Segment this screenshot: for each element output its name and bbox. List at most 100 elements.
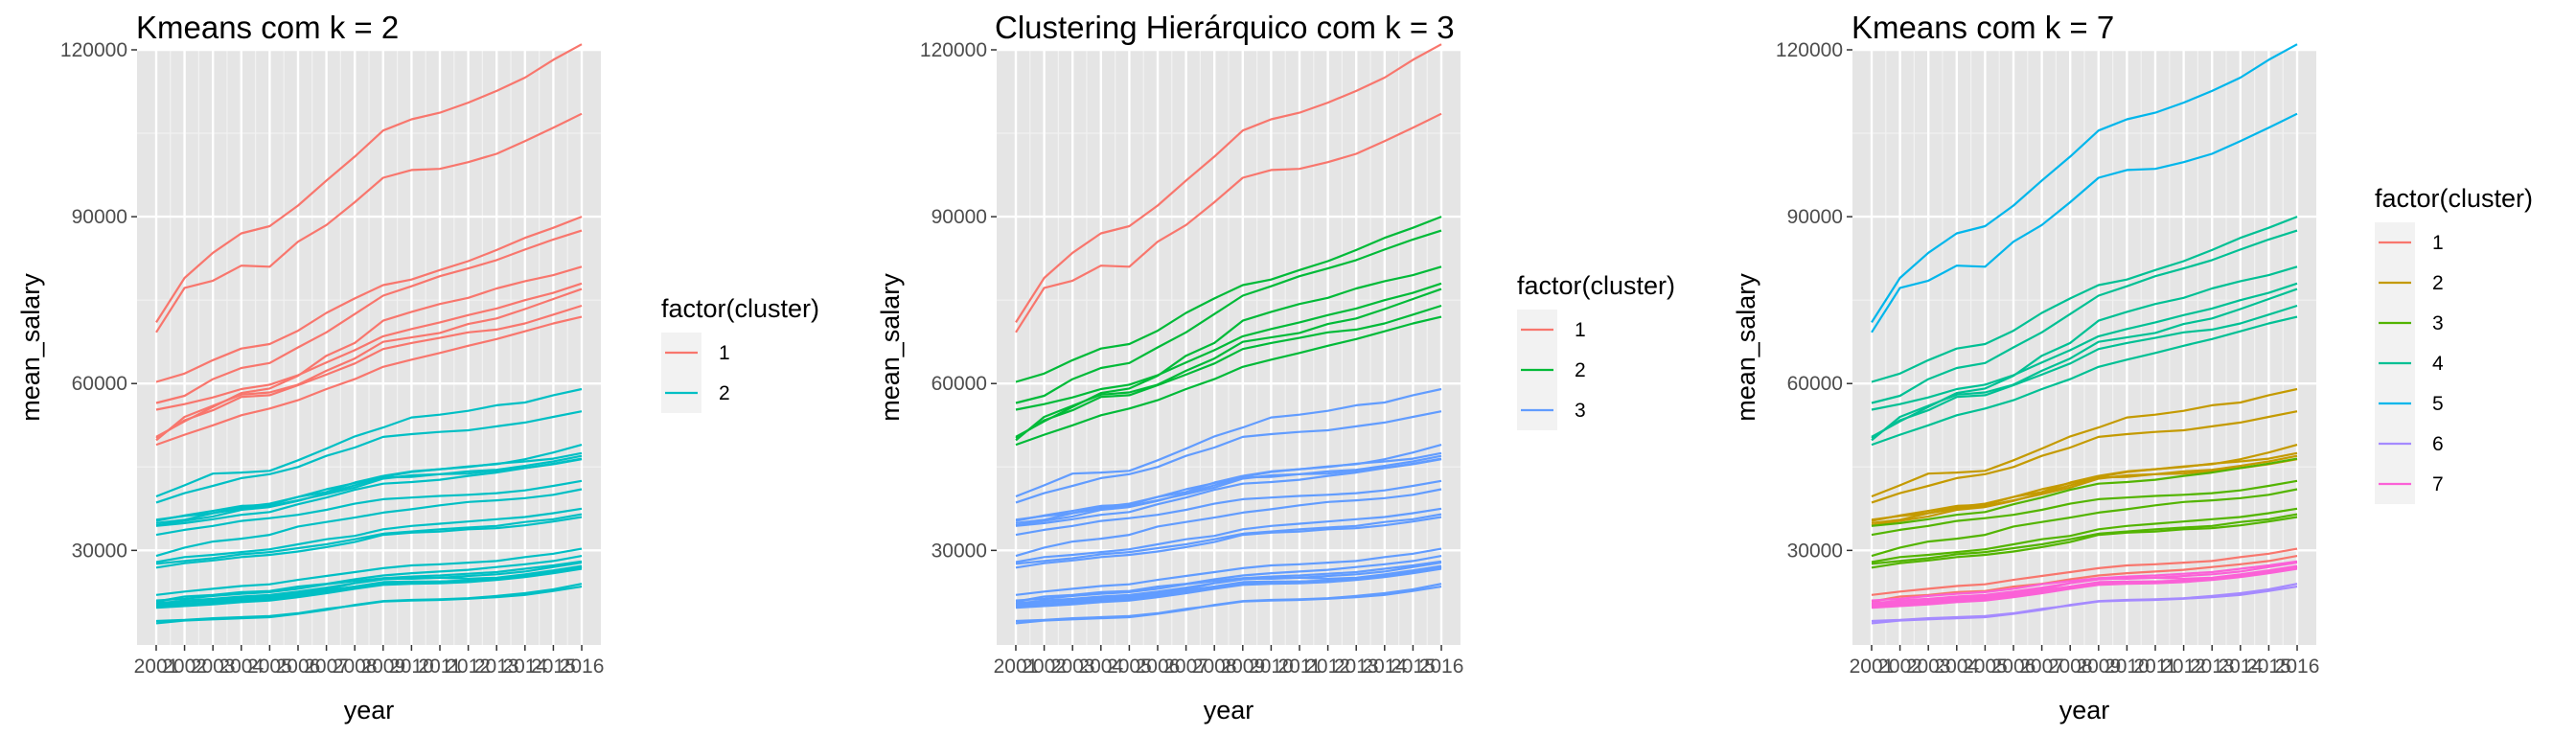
legend-label: 3 xyxy=(2432,312,2444,334)
x-tick-label: 2007 xyxy=(2019,656,2064,678)
series-line-cluster-7 xyxy=(1871,567,2298,610)
series-line-cluster-3 xyxy=(1015,457,1442,527)
chart-title: Kmeans com k = 2 xyxy=(136,10,399,45)
x-tick-label: 2007 xyxy=(304,656,349,678)
legend-label: 2 xyxy=(2432,272,2444,294)
series-line-cluster-3 xyxy=(1015,516,1442,569)
x-tick-label: 2001 xyxy=(994,656,1039,678)
x-tick-label: 2003 xyxy=(191,656,236,678)
legend-label: 2 xyxy=(1575,359,1586,381)
x-tick-label: 2013 xyxy=(2190,656,2235,678)
legend-label: 7 xyxy=(2432,473,2444,495)
series-line-cluster-7 xyxy=(1871,565,2298,608)
series-line-cluster-2 xyxy=(155,387,583,498)
series-line-cluster-3 xyxy=(1015,513,1442,565)
series-line-cluster-1 xyxy=(1015,112,1442,334)
x-axis-title: year xyxy=(344,696,395,724)
series-line-cluster-2 xyxy=(155,457,583,527)
series-line-cluster-1 xyxy=(155,112,583,334)
legend-title: factor(cluster) xyxy=(2375,184,2533,213)
x-tick-label: 2007 xyxy=(1163,656,1208,678)
x-tick-label: 2008 xyxy=(1192,656,1237,678)
series-line-cluster-3 xyxy=(1015,567,1442,610)
series-line-cluster-2 xyxy=(1015,315,1442,447)
series-line-cluster-3 xyxy=(1015,410,1442,504)
series-line-cluster-2 xyxy=(1015,304,1442,440)
legend-label: 4 xyxy=(2432,353,2444,375)
legend-label: 3 xyxy=(1575,400,1586,422)
series-line-cluster-6 xyxy=(1871,586,2298,623)
x-tick-label: 2005 xyxy=(247,656,292,678)
x-tick-label: 2010 xyxy=(389,656,434,678)
x-tick-label: 2015 xyxy=(1391,656,1436,678)
series-line-cluster-3 xyxy=(1871,516,2298,569)
x-tick-label: 2006 xyxy=(1136,656,1181,678)
series-line-cluster-5 xyxy=(1871,43,2298,323)
series-line-cluster-2 xyxy=(1871,387,2298,498)
x-tick-label: 2006 xyxy=(1991,656,2036,678)
series-line-cluster-3 xyxy=(1015,479,1442,537)
series-line-cluster-4 xyxy=(1871,229,2298,404)
x-tick-label: 2009 xyxy=(2076,656,2121,678)
series-line-cluster-3 xyxy=(1015,488,1442,558)
series-line-cluster-4 xyxy=(1871,216,2298,383)
legend-label: 1 xyxy=(2432,232,2444,254)
x-tick-label: 2016 xyxy=(1419,656,1464,678)
series-line-cluster-2 xyxy=(1871,410,2298,504)
x-tick-label: 2010 xyxy=(1249,656,1294,678)
series-line-cluster-4 xyxy=(1871,288,2298,442)
x-tick-label: 2004 xyxy=(1934,656,1979,678)
y-tick-label: 120000 xyxy=(1776,39,1843,61)
x-tick-label: 2005 xyxy=(1963,656,2008,678)
x-tick-label: 2008 xyxy=(333,656,378,678)
chart-title: Clustering Hierárquico com k = 3 xyxy=(995,10,1455,45)
chart-panel-3: Kmeans com k = 7 30000 60000 90000 120000 200… xyxy=(1732,10,2533,724)
chart-title: Kmeans com k = 7 xyxy=(1852,10,2114,45)
series-line-cluster-1 xyxy=(155,288,583,442)
series-line-cluster-3 xyxy=(1015,454,1442,524)
y-axis-title: mean_salary xyxy=(16,273,45,422)
x-tick-label: 2014 xyxy=(2218,656,2263,678)
series-line-cluster-4 xyxy=(1871,315,2298,447)
series-line-cluster-2 xyxy=(155,555,583,603)
series-line-cluster-2 xyxy=(155,516,583,569)
series-line-cluster-7 xyxy=(1871,560,2298,602)
series-line-cluster-2 xyxy=(155,547,583,596)
series-line-cluster-1 xyxy=(155,229,583,404)
series-line-cluster-2 xyxy=(155,586,583,623)
x-tick-label: 2015 xyxy=(2246,656,2291,678)
series-line-cluster-2 xyxy=(155,513,583,565)
series-line-cluster-2 xyxy=(1015,216,1442,383)
series-line-cluster-3 xyxy=(1871,479,2298,537)
x-axis-title: year xyxy=(2059,696,2110,724)
x-tick-label: 2012 xyxy=(446,656,491,678)
series-line-cluster-1 xyxy=(1015,43,1442,323)
y-tick-label: 60000 xyxy=(1787,373,1843,395)
x-axis-title: year xyxy=(1204,696,1254,724)
x-tick-label: 2002 xyxy=(1022,656,1067,678)
y-tick-label: 30000 xyxy=(1787,540,1843,562)
series-line-cluster-2 xyxy=(155,410,583,504)
y-tick-label: 60000 xyxy=(932,373,987,395)
x-tick-label: 2006 xyxy=(276,656,321,678)
x-tick-label: 2013 xyxy=(474,656,519,678)
y-tick-label: 30000 xyxy=(72,540,127,562)
series-line-cluster-3 xyxy=(1871,457,2298,527)
x-tick-label: 2009 xyxy=(360,656,405,678)
y-axis-title: mean_salary xyxy=(876,273,905,422)
series-line-cluster-1 xyxy=(155,304,583,440)
legend-label: 6 xyxy=(2432,433,2444,455)
legend-label: 1 xyxy=(1575,319,1586,341)
x-tick-label: 2011 xyxy=(1277,656,1321,678)
series-line-cluster-2 xyxy=(1871,451,2298,522)
series-line-cluster-2 xyxy=(155,565,583,608)
x-tick-label: 2012 xyxy=(1305,656,1350,678)
x-tick-label: 2014 xyxy=(1362,656,1407,678)
legend-title: factor(cluster) xyxy=(661,294,819,323)
series-line-cluster-1 xyxy=(1871,547,2298,596)
x-tick-label: 2010 xyxy=(2104,656,2150,678)
x-tick-label: 2005 xyxy=(1107,656,1152,678)
series-line-cluster-2 xyxy=(155,507,583,564)
series-line-cluster-1 xyxy=(1871,555,2298,603)
series-line-cluster-2 xyxy=(155,451,583,522)
